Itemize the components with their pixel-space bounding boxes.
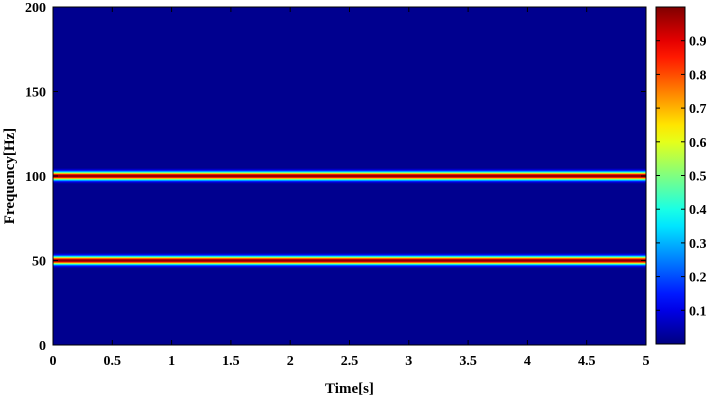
x-tick-label: 2 xyxy=(287,354,294,369)
y-axis-label: Frequency[Hz] xyxy=(2,128,18,224)
x-tick-label: 3.5 xyxy=(459,354,477,369)
x-tick-label: 1 xyxy=(168,354,175,369)
x-tick-label: 4 xyxy=(524,354,531,369)
colorbar-tick-label: 0.1 xyxy=(689,304,707,319)
y-tick-label: 200 xyxy=(25,1,46,16)
colorbar-tick-label: 0.4 xyxy=(689,203,707,218)
colorbar-tick-label: 0.6 xyxy=(689,136,707,151)
colorbar-tick-label: 0.3 xyxy=(689,237,707,252)
y-axis-ticks: 0 50 100 150 200 xyxy=(25,1,646,354)
colorbar-ticks: 0.1 0.2 0.3 0.4 0.5 0.6 0.7 0.8 0.9 xyxy=(656,35,707,319)
ridge-100hz xyxy=(53,167,646,185)
colorbar-tick-label: 0.5 xyxy=(689,170,707,185)
x-tick-label: 4.5 xyxy=(578,354,596,369)
ridge-50hz xyxy=(53,252,646,269)
y-tick-label: 50 xyxy=(32,255,46,270)
x-tick-label: 1.5 xyxy=(222,354,240,369)
colorbar xyxy=(655,6,686,345)
x-axis-label: Time[s] xyxy=(325,381,374,397)
x-tick-label: 3 xyxy=(405,354,412,369)
x-tick-label: 0.5 xyxy=(104,354,122,369)
heatmap-ridges xyxy=(53,167,646,269)
colorbar-tick-label: 0.8 xyxy=(689,68,707,83)
y-tick-label: 0 xyxy=(39,339,46,354)
y-tick-label: 150 xyxy=(25,86,46,101)
x-axis-ticks: 0 0.5 1 1.5 2 2.5 3 3.5 4 4.5 5 xyxy=(50,7,650,369)
colorbar-tick-label: 0.7 xyxy=(689,102,707,117)
colorbar-tick-label: 0.9 xyxy=(689,35,707,50)
x-tick-label: 5 xyxy=(643,354,650,369)
y-tick-label: 100 xyxy=(25,170,46,185)
x-tick-label: 2.5 xyxy=(341,354,359,369)
x-tick-label: 0 xyxy=(50,354,57,369)
colorbar-tick-label: 0.2 xyxy=(689,271,707,286)
